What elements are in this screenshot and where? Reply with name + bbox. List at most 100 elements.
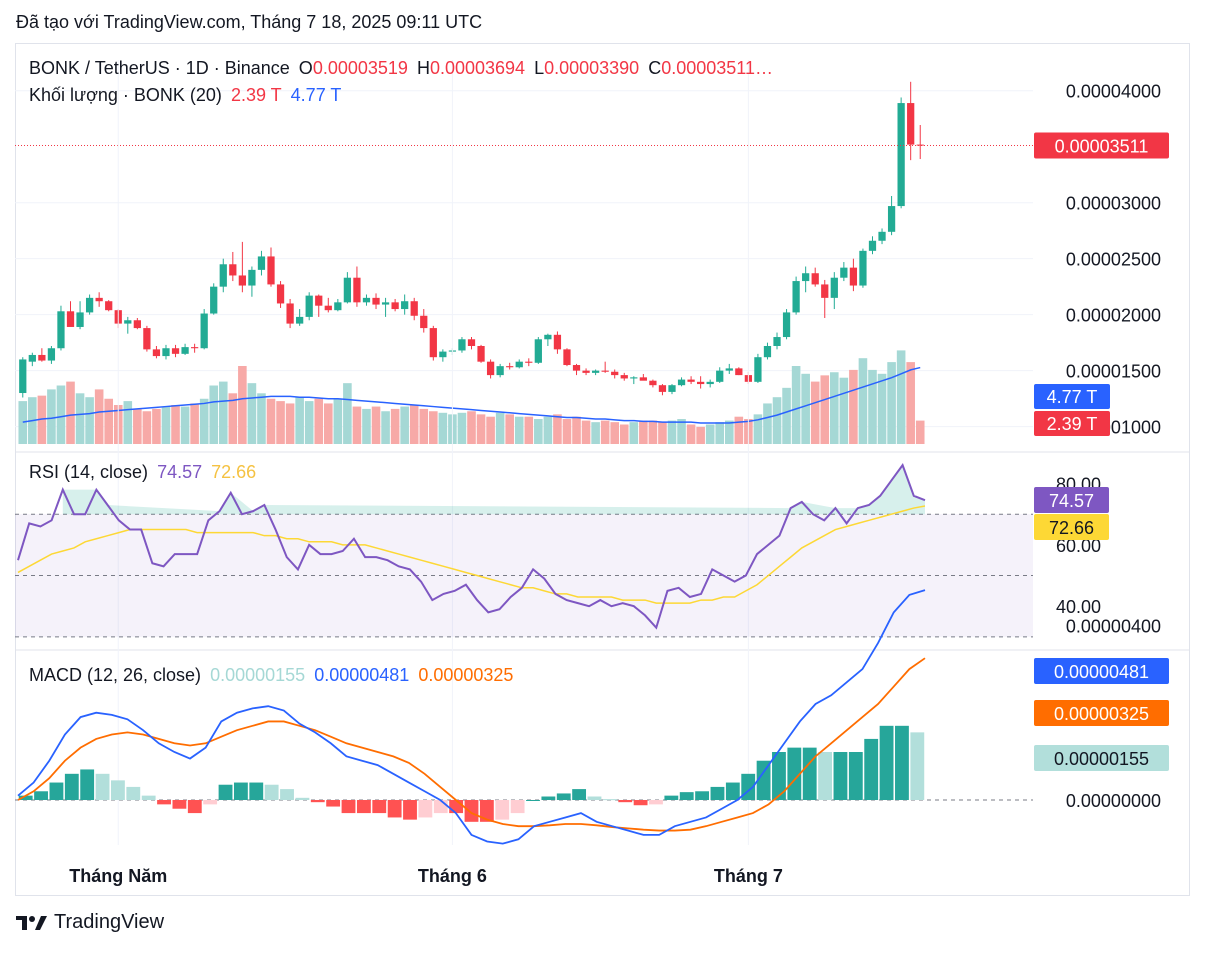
volume-ma-value: 4.77 T bbox=[290, 85, 342, 105]
rsi-axis-tick-label: 60.00 bbox=[1056, 536, 1101, 556]
macd-histogram-bar bbox=[157, 800, 171, 805]
macd-histogram-bar bbox=[264, 784, 279, 800]
macd-value-tag: 0.00000481 bbox=[1054, 662, 1149, 682]
macd-histogram-bar bbox=[664, 795, 679, 800]
candle-body bbox=[725, 368, 733, 371]
volume-bar bbox=[295, 397, 304, 444]
macd-histogram-bar bbox=[910, 732, 925, 800]
macd-histogram-bar bbox=[710, 786, 725, 800]
candle-body bbox=[658, 385, 667, 392]
volume-bar bbox=[66, 381, 75, 444]
candle-body bbox=[248, 269, 256, 286]
low-value: 0.00003390 bbox=[544, 58, 640, 78]
candle-body bbox=[85, 297, 94, 313]
candle-body bbox=[563, 349, 571, 366]
volume-bar bbox=[218, 381, 228, 444]
candle-body bbox=[267, 256, 275, 285]
rsi-value-tag-bg bbox=[1034, 487, 1109, 513]
candle-body bbox=[897, 103, 905, 207]
candle-body bbox=[763, 345, 772, 358]
macd-title[interactable]: MACD (12, 26, close) bbox=[29, 665, 202, 685]
candle-body bbox=[38, 354, 46, 361]
candle-body bbox=[105, 301, 113, 311]
candle-body bbox=[324, 305, 332, 311]
macd-histogram-bar bbox=[18, 795, 33, 800]
volume-bar bbox=[371, 406, 381, 444]
close-value: 0.00003511… bbox=[661, 58, 773, 78]
volume-bar bbox=[782, 387, 791, 444]
volume-bar bbox=[285, 403, 295, 444]
high-label: H bbox=[416, 58, 430, 78]
candle-body bbox=[57, 311, 65, 349]
volume-bar bbox=[199, 398, 209, 444]
macd-histogram-bar bbox=[772, 752, 786, 800]
volume-bar bbox=[18, 401, 28, 444]
macd-value-tag-bg bbox=[1034, 658, 1169, 684]
volume-bar bbox=[419, 408, 429, 444]
volume-bar bbox=[133, 408, 142, 444]
macd-histogram-bar bbox=[633, 800, 648, 806]
volume-bar bbox=[648, 420, 658, 444]
volume-title[interactable]: Khối lượng · BONK (20) bbox=[29, 85, 222, 105]
macd-histogram-bar bbox=[556, 793, 571, 800]
candle-body bbox=[276, 284, 285, 304]
candle-body bbox=[401, 301, 409, 310]
volume-bar bbox=[543, 416, 553, 444]
macd-histogram-bar bbox=[403, 800, 417, 820]
rsi-title[interactable]: RSI (14, close) bbox=[29, 462, 149, 482]
rsi-ma-line bbox=[17, 505, 926, 604]
symbol-title[interactable]: BONK / TetherUS · 1D · Binance bbox=[29, 58, 290, 78]
macd-histogram-bar bbox=[80, 769, 95, 800]
volume-bar bbox=[123, 401, 133, 444]
candle-body bbox=[802, 273, 810, 282]
volume-bar bbox=[591, 422, 600, 444]
tradingview-brand[interactable]: TradingView bbox=[16, 911, 164, 934]
volume-bar bbox=[352, 406, 362, 444]
macd-histogram-bar bbox=[418, 800, 433, 818]
rsi-legend: RSI (14, close) 74.57 72.66 bbox=[29, 462, 260, 483]
macd-axis-tick-label: 0.00000400 bbox=[1066, 616, 1161, 636]
volume-bar bbox=[47, 389, 56, 444]
volume-tag-bg bbox=[1034, 411, 1110, 436]
candle-body bbox=[162, 348, 170, 357]
candle-body bbox=[840, 267, 848, 278]
macd-histogram-bar bbox=[64, 773, 79, 800]
candle-body bbox=[190, 347, 199, 349]
volume-bar bbox=[142, 411, 152, 444]
candle-body bbox=[591, 370, 600, 373]
volume-bar bbox=[915, 420, 925, 444]
candle-body bbox=[286, 303, 294, 324]
candle-body bbox=[887, 206, 896, 232]
macd-histogram-bar bbox=[310, 800, 325, 803]
volume-bar bbox=[409, 405, 419, 444]
volume-bar bbox=[801, 373, 810, 444]
macd-histogram-bar bbox=[95, 773, 110, 800]
candle-body bbox=[811, 273, 819, 285]
price-axis-tick-label: 0.00004000 bbox=[1066, 82, 1161, 102]
candle-body bbox=[429, 328, 437, 358]
candle-body bbox=[706, 381, 714, 385]
candle-body bbox=[372, 297, 380, 305]
volume-bar bbox=[906, 362, 915, 444]
price-legend: BONK / TetherUS · 1D · Binance O0.000035… bbox=[29, 58, 777, 79]
volume-bar bbox=[56, 385, 66, 444]
volume-bar bbox=[839, 377, 849, 444]
candle-body bbox=[410, 301, 418, 316]
volume-bar bbox=[238, 366, 247, 444]
candle-body bbox=[859, 250, 867, 286]
candle-body bbox=[773, 337, 781, 346]
macd-histogram-bar bbox=[464, 800, 479, 822]
macd-signal-line bbox=[17, 657, 926, 832]
volume-bar bbox=[610, 422, 620, 444]
candle-body bbox=[849, 267, 858, 286]
candle-body bbox=[171, 348, 180, 354]
macd-hist-value: 0.00000155 bbox=[210, 665, 306, 685]
volume-bar bbox=[400, 406, 409, 444]
volume-bar bbox=[629, 422, 639, 444]
candle-body bbox=[458, 339, 466, 351]
macd-histogram-bar bbox=[203, 800, 218, 805]
macd-histogram-bar bbox=[295, 797, 310, 800]
macd-histogram-bar bbox=[787, 747, 802, 800]
volume-bar bbox=[524, 416, 534, 444]
